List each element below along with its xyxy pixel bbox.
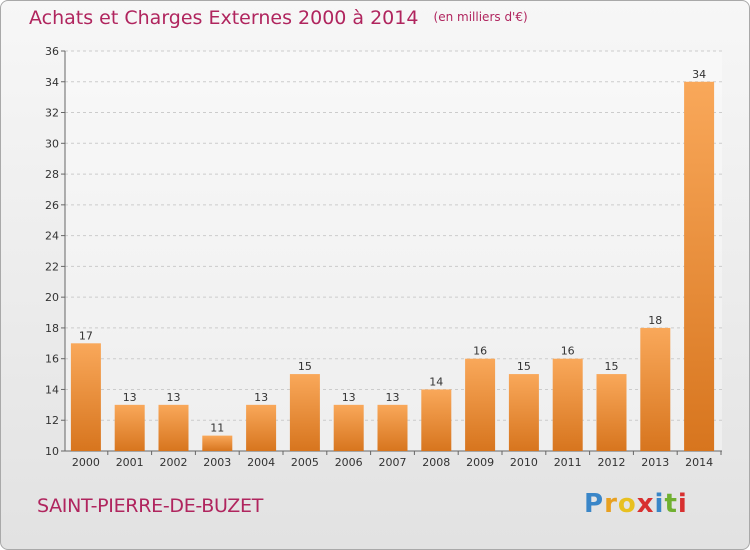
bar — [421, 389, 452, 451]
bar — [114, 404, 145, 451]
bar-value-label: 11 — [210, 422, 224, 435]
x-tick-label: 2009 — [466, 456, 494, 469]
y-tick-label: 36 — [45, 45, 59, 58]
bar-value-label: 13 — [167, 391, 181, 404]
x-tick-label: 2003 — [203, 456, 231, 469]
bar-value-label: 15 — [298, 360, 312, 373]
y-tick-label: 34 — [45, 76, 59, 89]
y-tick-label: 28 — [45, 168, 59, 181]
bar-value-label: 13 — [254, 391, 268, 404]
bar — [246, 404, 277, 451]
y-tick-label: 32 — [45, 107, 59, 120]
logo-letter: t — [664, 489, 678, 519]
chart-title: Achats et Charges Externes 2000 à 2014 — [29, 7, 419, 29]
x-tick-label: 2007 — [379, 456, 407, 469]
x-tick-label: 2000 — [72, 456, 100, 469]
bar — [596, 374, 627, 451]
bar-value-label: 13 — [342, 391, 356, 404]
bar — [202, 435, 233, 451]
bar — [465, 358, 496, 451]
y-tick-label: 26 — [45, 199, 59, 212]
x-tick-label: 2014 — [685, 456, 713, 469]
bar-value-label: 34 — [692, 68, 706, 81]
logo-letter: r — [604, 489, 618, 519]
commune-name: SAINT-PIERRE-DE-BUZET — [37, 495, 264, 517]
bar-value-label: 16 — [561, 345, 575, 358]
bar-value-label: 13 — [123, 391, 137, 404]
bar — [684, 81, 715, 452]
x-tick-label: 2008 — [422, 456, 450, 469]
bar — [158, 404, 189, 451]
bar-value-label: 13 — [386, 391, 400, 404]
bar-value-label: 15 — [517, 360, 531, 373]
logo-letter: i — [677, 489, 688, 519]
bar — [70, 343, 101, 451]
y-tick-label: 16 — [45, 353, 59, 366]
bar-value-label: 14 — [429, 375, 443, 388]
y-tick-label: 10 — [45, 445, 59, 458]
y-tick-label: 20 — [45, 291, 59, 304]
y-tick-label: 22 — [45, 260, 59, 273]
bar — [333, 404, 364, 451]
logo-letter: o — [617, 489, 637, 519]
x-tick-label: 2011 — [554, 456, 582, 469]
bar — [377, 404, 408, 451]
bar-value-label: 15 — [605, 360, 619, 373]
bar — [289, 374, 320, 451]
bar — [508, 374, 539, 451]
bar-value-label: 17 — [79, 329, 93, 342]
x-tick-label: 2005 — [291, 456, 319, 469]
bar — [640, 327, 671, 451]
logo-letter: P — [584, 489, 605, 519]
chart-unit: (en milliers d'€) — [433, 10, 528, 24]
x-tick-label: 2001 — [116, 456, 144, 469]
bar-value-label: 16 — [473, 345, 487, 358]
x-tick-label: 2013 — [641, 456, 669, 469]
y-tick-label: 18 — [45, 322, 59, 335]
bar-value-label: 18 — [648, 314, 662, 327]
x-tick-label: 2006 — [335, 456, 363, 469]
y-tick-label: 14 — [45, 383, 59, 396]
x-tick-label: 2004 — [247, 456, 275, 469]
bar — [552, 358, 583, 451]
title-row: Achats et Charges Externes 2000 à 2014 (… — [29, 7, 528, 29]
proxiti-logo: Proxiti — [584, 489, 688, 519]
x-tick-label: 2002 — [160, 456, 188, 469]
x-tick-label: 2012 — [598, 456, 626, 469]
x-tick-label: 2010 — [510, 456, 538, 469]
logo-letter: i — [654, 489, 665, 519]
y-tick-label: 30 — [45, 137, 59, 150]
y-tick-label: 12 — [45, 414, 59, 427]
logo-letter: x — [636, 489, 655, 519]
y-tick-label: 24 — [45, 230, 59, 243]
